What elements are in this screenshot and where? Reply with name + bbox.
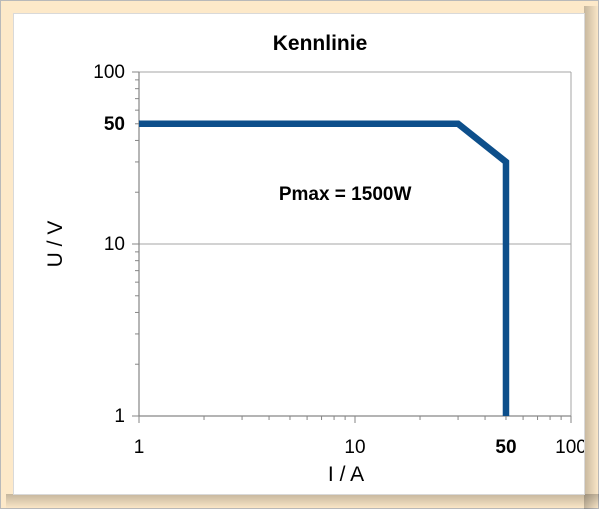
chart-svg: Kennlinie U / V I / A 1 10 50 100 1 10 50 100 P… — [44, 32, 587, 486]
x-tick-label: 10 — [344, 437, 365, 458]
x-tick-label: 100 — [555, 437, 584, 458]
frame-shadow-bottom — [6, 494, 599, 509]
y-axis-label: U / V — [44, 221, 67, 268]
chart-area: Kennlinie U / V I / A 1 10 50 100 1 10 50 100 P… — [13, 13, 587, 495]
y-tick-label: 10 — [104, 234, 125, 255]
series-line-0 — [139, 120, 510, 416]
x-tick-label: 50 — [495, 437, 516, 458]
frame-shadow-right — [584, 6, 599, 509]
axis-ticks: 1 10 50 100 1 10 50 100 — [93, 62, 587, 458]
annotations: Pmax = 1500W — [279, 184, 412, 205]
y-tick-label: 100 — [93, 62, 125, 83]
grid-lines — [139, 71, 572, 416]
series-layer — [139, 120, 510, 416]
chart-title: Kennlinie — [273, 32, 368, 55]
x-axis-label: I / A — [328, 463, 364, 486]
y-tick-label: 1 — [114, 406, 125, 427]
x-tick-label: 1 — [134, 437, 145, 458]
annotation-label: Pmax = 1500W — [279, 184, 412, 205]
y-tick-label: 50 — [104, 114, 125, 135]
